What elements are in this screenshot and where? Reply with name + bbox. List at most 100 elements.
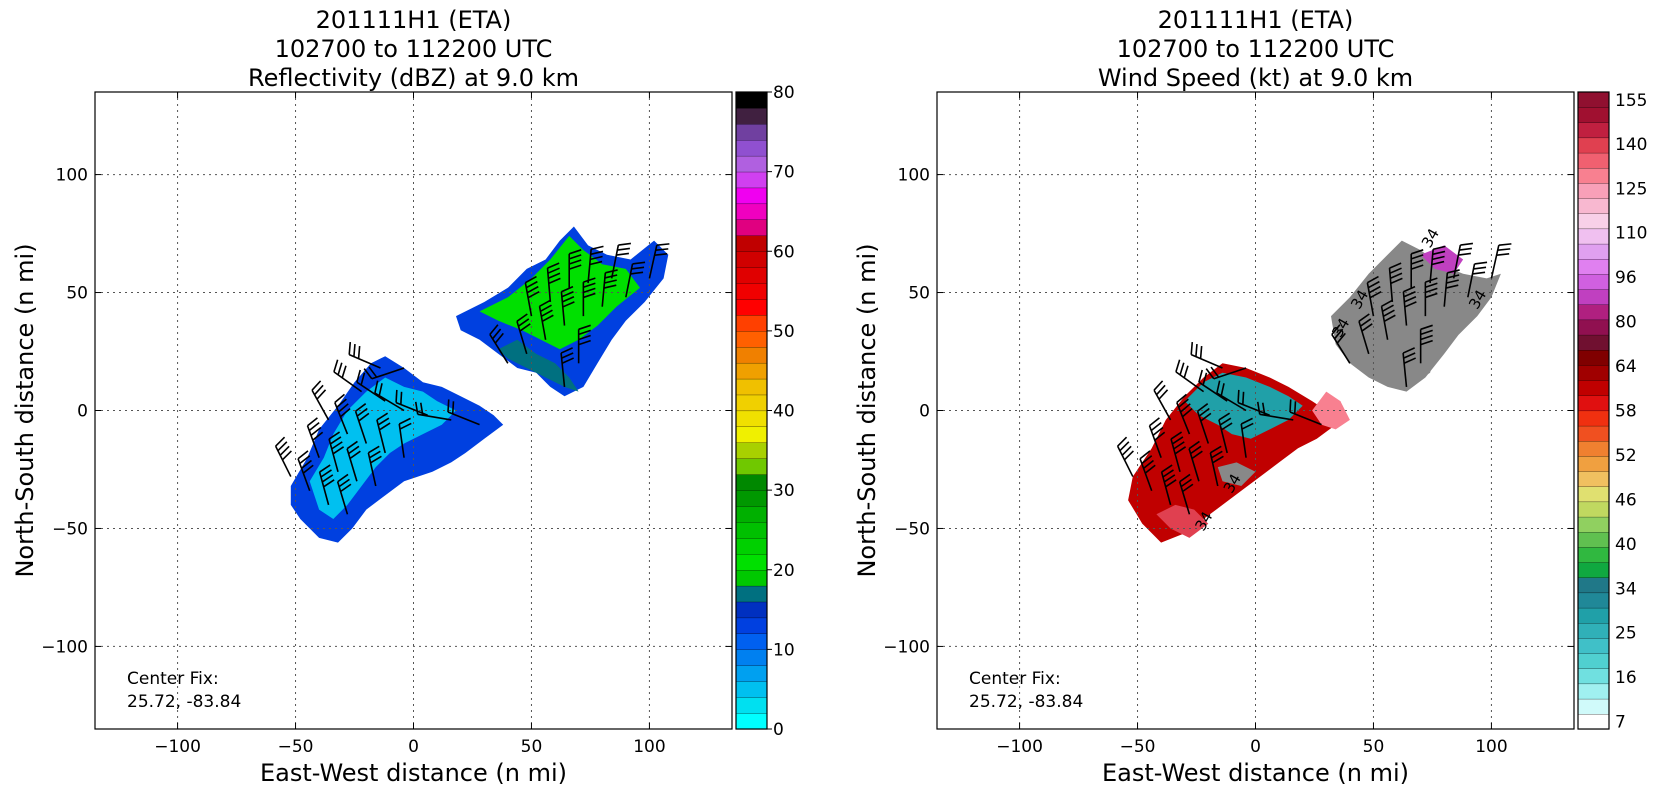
colorbar-bin-38 bbox=[735, 123, 768, 141]
barb-flag bbox=[368, 366, 378, 378]
barb-flag bbox=[605, 269, 618, 274]
colorbar-bin-39 bbox=[735, 107, 768, 125]
colorbar-bin-1 bbox=[735, 712, 768, 730]
barb-flag bbox=[1199, 345, 1203, 359]
colorbar-tick-label-1: 7 bbox=[1615, 713, 1626, 733]
barb-flag bbox=[1171, 436, 1184, 445]
barb-flag bbox=[299, 455, 311, 465]
barb-flag bbox=[548, 277, 561, 285]
barb-staff bbox=[1160, 471, 1172, 506]
wind-barb-26 bbox=[1424, 277, 1438, 317]
barb-staff bbox=[374, 392, 405, 412]
colorbar-bin-7 bbox=[735, 617, 768, 635]
barb-staff bbox=[333, 371, 363, 393]
colorbar-bin-27 bbox=[735, 298, 768, 316]
colorbar-bin-5 bbox=[1577, 653, 1610, 669]
colorbar-tick-label-4: 30 bbox=[773, 481, 795, 501]
barb-flag bbox=[310, 426, 322, 436]
colorbar-bin-10 bbox=[735, 569, 768, 587]
colorbar-bin-8 bbox=[735, 601, 768, 619]
barb-flag bbox=[1180, 403, 1191, 413]
colorbar-bin-13 bbox=[735, 521, 768, 539]
barb-staff bbox=[297, 458, 311, 491]
colorbar-bin-2 bbox=[1577, 698, 1610, 715]
colorbar-bin-41 bbox=[1577, 107, 1610, 123]
barb-flag bbox=[1182, 483, 1194, 493]
barb-staff bbox=[1452, 244, 1462, 279]
barb-staff bbox=[1198, 381, 1228, 402]
y-axis-label: North-South distance (n mi) bbox=[11, 243, 39, 577]
wind-barb-24 bbox=[1380, 299, 1396, 340]
wind-barb-4 bbox=[336, 473, 352, 515]
barb-staff bbox=[334, 402, 349, 435]
barb-flag bbox=[1240, 417, 1253, 425]
colorbar-tick-label-7: 60 bbox=[773, 242, 795, 262]
barb-flag bbox=[1368, 285, 1381, 294]
barb-flag bbox=[562, 301, 575, 308]
wind-barb-19 bbox=[1289, 399, 1322, 426]
barb-staff bbox=[1218, 419, 1228, 454]
barb-flag bbox=[348, 341, 352, 355]
chart-title-line-2: 102700 to 112200 UTC bbox=[1117, 35, 1395, 63]
barb-flag bbox=[1382, 304, 1394, 312]
wind-barb-15 bbox=[1198, 369, 1228, 402]
wind-barb-3 bbox=[318, 464, 335, 506]
barb-flag bbox=[1155, 384, 1166, 396]
colorbar-bin-31 bbox=[735, 235, 768, 252]
barb-flag bbox=[590, 250, 604, 256]
barb-flag bbox=[1198, 369, 1203, 383]
wind-barb-14 bbox=[1175, 359, 1205, 393]
barb-flag bbox=[1188, 440, 1200, 450]
barb-flag bbox=[447, 399, 450, 413]
colorbar-bin-14 bbox=[1577, 516, 1610, 533]
colorbar-tick-label-5: 40 bbox=[773, 402, 795, 422]
x-tick-label-2: −50 bbox=[278, 737, 314, 757]
barb-staff bbox=[1289, 411, 1322, 426]
colorbar-bin-33 bbox=[1577, 228, 1610, 245]
colorbar-bin-42 bbox=[1577, 91, 1610, 108]
wind-barb-23 bbox=[1358, 313, 1373, 355]
wind-barb-18 bbox=[1256, 401, 1294, 421]
barb-flag bbox=[1158, 389, 1169, 400]
barb-flag bbox=[1367, 280, 1380, 289]
colorbar-bin-9 bbox=[735, 585, 768, 603]
colorbar-bin-38 bbox=[1577, 152, 1610, 169]
barb-flag bbox=[358, 412, 370, 422]
wind-barb-28 bbox=[1467, 261, 1488, 298]
wind-barb-31 bbox=[1410, 249, 1424, 288]
center-fix-line-1: Center Fix: bbox=[127, 669, 219, 689]
barb-flag bbox=[1209, 445, 1222, 454]
barb-flag bbox=[1366, 275, 1379, 284]
barb-flag bbox=[321, 474, 334, 483]
colorbar-bin-13 bbox=[1577, 531, 1610, 548]
colorbar-tick-label-12: 110 bbox=[1615, 224, 1647, 244]
x-tick-label-3: 0 bbox=[1250, 737, 1261, 757]
barb-flag bbox=[297, 450, 309, 460]
barb-flag bbox=[524, 275, 537, 284]
barb-staff bbox=[516, 321, 528, 355]
center-fix-line-1: Center Fix: bbox=[969, 669, 1061, 689]
barb-flag bbox=[519, 323, 531, 332]
barb-staff bbox=[1490, 245, 1500, 279]
barb-flag bbox=[560, 347, 573, 354]
colorbar-bin-28 bbox=[1577, 304, 1610, 321]
colorbar-bin-20 bbox=[1577, 425, 1610, 442]
barb-flag bbox=[578, 339, 591, 346]
barb-flag bbox=[332, 446, 345, 455]
x-tick-label-4: 50 bbox=[521, 737, 543, 757]
colorbar-bin-16 bbox=[735, 474, 768, 491]
barb-flag bbox=[337, 362, 343, 376]
barb-flag bbox=[340, 483, 352, 493]
barb-flag bbox=[1425, 287, 1438, 294]
wind-barb-28 bbox=[625, 261, 646, 298]
wind-barb-36 bbox=[577, 324, 591, 364]
y-tick-label-2: −50 bbox=[894, 519, 930, 539]
colorbar-bin-7 bbox=[1577, 622, 1610, 639]
wind-barb-1 bbox=[1116, 436, 1134, 477]
barb-flag bbox=[355, 403, 367, 412]
barb-flag bbox=[1176, 393, 1187, 404]
colorbar-tick-label-5: 40 bbox=[1615, 535, 1637, 555]
wind-barb-25 bbox=[560, 285, 575, 326]
